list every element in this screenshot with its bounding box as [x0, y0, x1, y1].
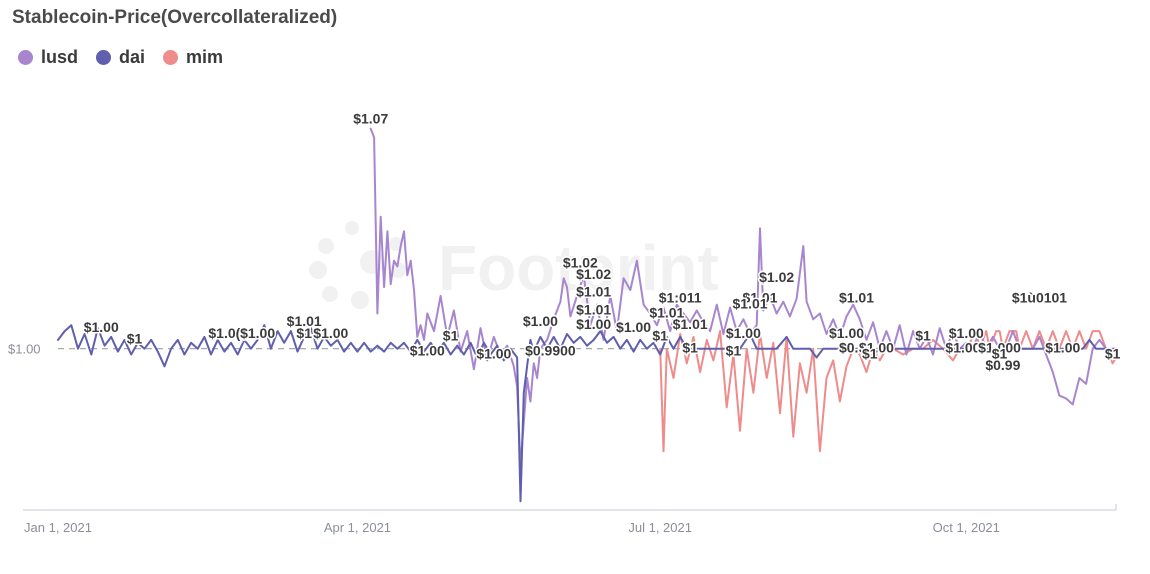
legend-dot-dai: [96, 50, 112, 65]
data-label: $1: [862, 345, 878, 361]
legend-label-lusd: lusd: [41, 47, 79, 67]
data-label: $1.00: [476, 345, 511, 361]
data-label: $1.00: [410, 342, 445, 358]
data-label: $1.01: [576, 301, 611, 317]
legend-item-mim[interactable]: mim: [163, 47, 223, 68]
data-label: $0.9900: [525, 342, 576, 358]
data-label: $1.00: [240, 325, 275, 341]
data-label: $1: [652, 328, 668, 344]
x-tick-label: Oct 1, 2021: [933, 520, 1000, 535]
data-label: $0.99: [839, 339, 874, 355]
series-line-lusd[interactable]: [369, 127, 1107, 467]
data-label: $1: [682, 339, 698, 355]
x-tick-label: Jul 1, 2021: [628, 520, 692, 535]
legend-item-lusd[interactable]: lusd: [18, 47, 78, 68]
series-line-dai[interactable]: [57, 324, 1117, 503]
data-label: $1ù0101: [1012, 290, 1067, 306]
legend: lusd dai mim: [18, 47, 241, 68]
data-label: $1: [296, 325, 312, 341]
data-label: $1.01: [649, 304, 684, 320]
data-label: $1.01: [673, 316, 708, 332]
data-label: $1.00: [1045, 339, 1080, 355]
data-label: $1.0(: [208, 325, 240, 341]
data-label: $1.00: [829, 325, 864, 341]
data-label: $1:011: [659, 290, 702, 306]
data-label: $1.02: [563, 254, 598, 270]
x-tick-label: Apr 1, 2021: [324, 520, 391, 535]
legend-dot-lusd: [18, 50, 33, 65]
data-label: $1.02: [576, 266, 611, 282]
data-label: $1.01: [742, 290, 777, 306]
watermark: Footprint: [309, 221, 719, 309]
data-label: $1.00: [523, 313, 558, 329]
data-label: $1.00: [726, 325, 761, 341]
data-label: $1: [1105, 345, 1121, 361]
data-label: $1.01: [576, 284, 611, 300]
data-label: $1.00: [949, 325, 984, 341]
data-label: $1.00: [84, 319, 119, 335]
legend-item-dai[interactable]: dai: [96, 47, 145, 68]
data-label: $1: [992, 345, 1008, 361]
annotation-layer: $1.07$1.00$1 $1.0($1.00$1.01$1 $1.00$1.00$…: [82, 109, 1122, 374]
series-layer: [57, 127, 1117, 503]
y-tick-label: $1.00: [8, 342, 41, 357]
data-label: $1.01: [839, 290, 874, 306]
x-tick-label: Jan 1, 2021: [24, 520, 92, 535]
data-label: $1.00: [313, 325, 348, 341]
data-label: $1.00: [616, 319, 651, 335]
footprint-logo-icon: [309, 221, 406, 309]
series-line-mim[interactable]: [659, 330, 1117, 453]
data-label: $1.00: [859, 339, 894, 355]
data-label: $1: [127, 331, 143, 347]
chart-title: Stablecoin-Price(Overcollateralized): [12, 7, 338, 28]
data-label: $1.000: [978, 339, 1021, 355]
axes: $1.00 Jan 1, 2021 Apr 1, 2021 Jul 1, 2021 Oc…: [8, 342, 1117, 535]
data-label: $1: [726, 342, 742, 358]
data-label: $1.07: [353, 111, 388, 127]
data-label: $1.00: [576, 316, 611, 332]
data-label: $1.02: [759, 269, 794, 285]
data-label: $0.99: [985, 357, 1020, 373]
data-label: $1: [443, 328, 459, 344]
data-label: $1.00: [945, 339, 980, 355]
data-label: $1: [915, 328, 931, 344]
data-label: $1.01: [733, 295, 768, 311]
legend-label-dai: dai: [119, 47, 146, 67]
legend-label-mim: mim: [186, 47, 224, 67]
legend-dot-mim: [163, 50, 179, 65]
data-label: $1.01: [287, 313, 322, 329]
